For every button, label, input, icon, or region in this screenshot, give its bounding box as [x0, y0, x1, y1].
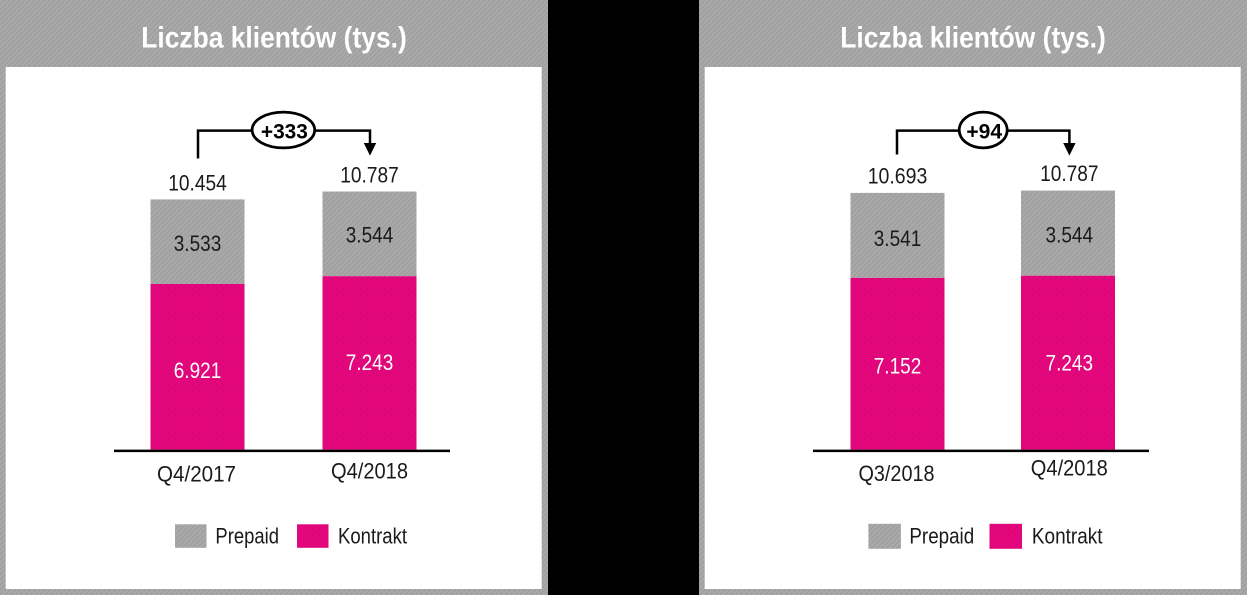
- svg-text:Q4/2018: Q4/2018: [1031, 456, 1108, 481]
- svg-text:+333: +333: [261, 121, 308, 144]
- svg-text:10.787: 10.787: [340, 162, 398, 187]
- svg-text:10.454: 10.454: [168, 170, 226, 195]
- svg-text:6.921: 6.921: [174, 358, 222, 383]
- svg-text:7.243: 7.243: [1046, 350, 1094, 375]
- svg-text:Q4/2017: Q4/2017: [157, 461, 236, 486]
- svg-text:3.544: 3.544: [346, 222, 394, 247]
- svg-text:Liczba klientów (tys.): Liczba klientów (tys.): [840, 22, 1106, 55]
- svg-text:10.693: 10.693: [868, 164, 928, 189]
- svg-text:Liczba klientów (tys.): Liczba klientów (tys.): [141, 22, 407, 55]
- svg-text:3.544: 3.544: [1046, 222, 1094, 247]
- svg-text:Q3/2018: Q3/2018: [859, 461, 935, 486]
- svg-text:7.152: 7.152: [874, 353, 922, 378]
- svg-text:3.541: 3.541: [874, 226, 922, 251]
- svg-text:10.787: 10.787: [1040, 161, 1098, 186]
- svg-text:Prepaid: Prepaid: [215, 524, 279, 549]
- svg-text:Q4/2018: Q4/2018: [331, 458, 408, 483]
- svg-text:Kontrakt: Kontrakt: [1032, 524, 1103, 549]
- svg-text:Kontrakt: Kontrakt: [338, 524, 407, 549]
- svg-text:Prepaid: Prepaid: [909, 524, 974, 549]
- svg-text:+94: +94: [966, 121, 1002, 144]
- svg-text:7.243: 7.243: [346, 350, 394, 375]
- svg-text:3.533: 3.533: [174, 231, 222, 256]
